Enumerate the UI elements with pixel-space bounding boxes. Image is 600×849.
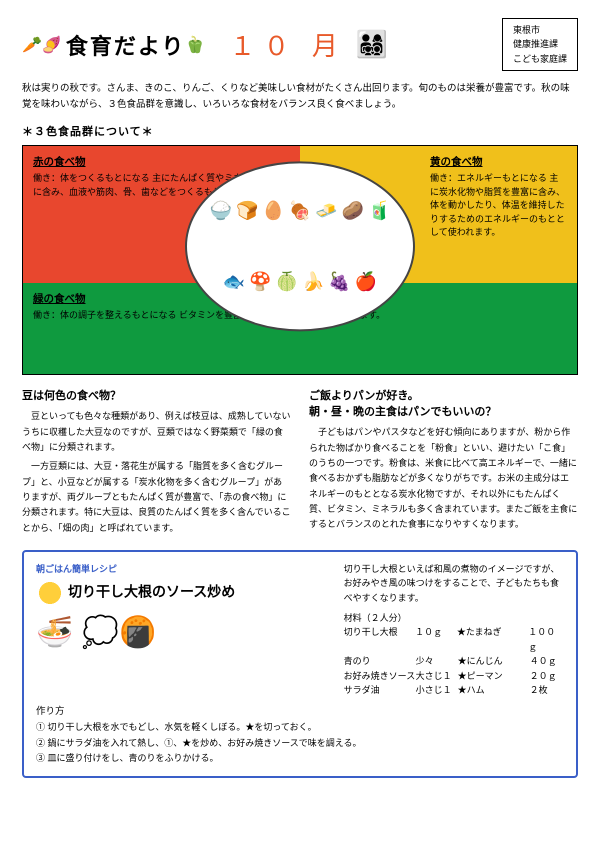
article-right-para: 子どもはパンやパスタなどを好む傾向にありますが、粉から作られた物ばかり食べること… bbox=[309, 425, 578, 532]
newsletter-title: 食育だより bbox=[66, 29, 186, 61]
org-line: 健康推進課 bbox=[513, 37, 567, 51]
recipe-box: 朝ごはん簡単レシピ 切り干し大根のソース炒め 🍜 💭🍘 切り干し大根といえば和風… bbox=[22, 550, 578, 778]
food-icon: 🍚 bbox=[210, 201, 232, 222]
article-left-para: 一方豆類には、大豆・落花生が属する「脂質を多く含むグループ」と、小豆などが属する… bbox=[22, 459, 291, 535]
food-icon: 🍌 bbox=[302, 272, 324, 293]
ingredient-row: お好み焼きソース大さじ１★ピーマン２０ｇ bbox=[344, 669, 564, 683]
method-steps: ① 切り干し大根を水でもどし、水気を軽くしぼる。★を切っておく。② 鍋にサラダ油… bbox=[36, 720, 564, 766]
article-left-para: 豆といっても色々な種類があり、例えば枝豆は、成熟していないうちに収穫した大豆なの… bbox=[22, 409, 291, 455]
org-line: 東根市 bbox=[513, 23, 567, 37]
organization-box: 東根市 健康推進課 こども家庭課 bbox=[502, 18, 578, 71]
header: 🥕🍠 食育だより 🫑 １０ 月 👨‍👩‍👧‍👦 東根市 健康推進課 こども家庭課 bbox=[22, 18, 578, 71]
month-label: １０ 月 bbox=[229, 26, 346, 63]
method-step: ① 切り干し大根を水でもどし、水気を軽くしぼる。★を切っておく。 bbox=[36, 720, 564, 735]
red-title: 赤の食べ物 bbox=[33, 154, 290, 169]
recipe-title-text: 切り干し大根のソース炒め bbox=[68, 584, 235, 600]
food-icon: 🧃 bbox=[368, 201, 390, 222]
article-right-title: ご飯よりパンが好き。 朝・昼・晩の主食はパンでもいいの？ bbox=[309, 387, 578, 419]
food-icon: 🍈 bbox=[276, 272, 298, 293]
article-right: ご飯よりパンが好き。 朝・昼・晩の主食はパンでもいいの？ 子どもはパンやパスタな… bbox=[309, 387, 578, 539]
servings-label: 材料（２人分） bbox=[344, 611, 564, 625]
method-step: ② 鍋にサラダ油を入れて熱し、①、★を炒め、お好み焼きソースで味を調える。 bbox=[36, 736, 564, 751]
food-icon: 🍞 bbox=[236, 201, 258, 222]
article-left-title: 豆は何色の食べ物？ bbox=[22, 387, 291, 403]
food-icon: 🐟 bbox=[223, 272, 245, 293]
method-step: ③ 皿に盛り付けをし、青のりをふりかける。 bbox=[36, 751, 564, 766]
food-icon: 🍄 bbox=[249, 272, 271, 293]
food-icon: 🥔 bbox=[342, 201, 364, 222]
ingredient-row: 切り干し大根１０ｇ★たまねぎ１００ｇ bbox=[344, 625, 564, 654]
food-icon: 🥚 bbox=[262, 201, 284, 222]
recipe-image: 🍜 💭🍘 bbox=[36, 615, 332, 650]
yellow-title: 黄の食べ物 bbox=[310, 154, 567, 169]
org-line: こども家庭課 bbox=[513, 52, 567, 66]
veg-icon: 🫑 bbox=[185, 35, 205, 55]
sun-icon bbox=[36, 579, 64, 607]
food-plate: 🍚🍞🥚🍖🧈🥔🧃 🐟🍄🍈🍌🍇🍎 bbox=[185, 162, 415, 332]
food-icon: 🍎 bbox=[355, 272, 377, 293]
food-icon: 🧈 bbox=[315, 201, 337, 222]
ingredients: 材料（２人分） 切り干し大根１０ｇ★たまねぎ１００ｇ青のり少々★にんじん４０ｇお… bbox=[344, 611, 564, 697]
ingredient-row: サラダ油小さじ１★ハム２枚 bbox=[344, 683, 564, 697]
color-groups-heading: ＊３色食品群について＊ bbox=[22, 123, 578, 139]
recipe-tag: 朝ごはん簡単レシピ bbox=[36, 562, 332, 575]
method-heading: 作り方 bbox=[36, 703, 564, 717]
article-left: 豆は何色の食べ物？ 豆といっても色々な種類があり、例えば枝豆は、成熟していないう… bbox=[22, 387, 291, 539]
intro-text: 秋は実りの秋です。さんま、きのこ、りんご、くりなど美味しい食材がたくさん出回りま… bbox=[22, 81, 578, 113]
veg-icon: 🥕🍠 bbox=[22, 35, 62, 55]
recipe-title: 切り干し大根のソース炒め bbox=[36, 579, 332, 607]
color-groups-diagram: 赤の食べ物 働き：体をつくるもとになる 主にたんぱく質やミネラルを豊富に含み、血… bbox=[22, 145, 578, 375]
food-icon: 🍖 bbox=[289, 201, 311, 222]
ingredient-row: 青のり少々★にんじん４０ｇ bbox=[344, 654, 564, 668]
recipe-intro: 切り干し大根といえば和風の煮物のイメージですが、お好みやき風の味つけをすることで… bbox=[344, 562, 564, 605]
food-icon: 🍇 bbox=[328, 272, 350, 293]
kids-icon: 👨‍👩‍👧‍👦 bbox=[356, 29, 388, 60]
